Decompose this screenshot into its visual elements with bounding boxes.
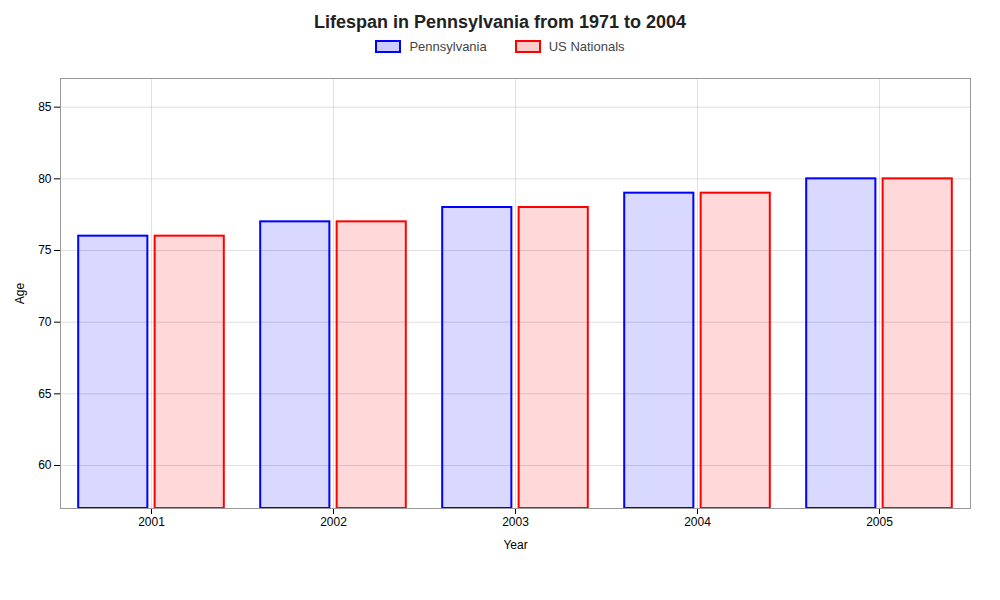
svg-text:Year: Year [503, 538, 527, 552]
html-text:US Nationals: US Nationals [548, 39, 625, 54]
svg-text:2001: 2001 [138, 515, 165, 529]
svg-text:75: 75 [38, 243, 52, 257]
svg-text:65: 65 [38, 387, 52, 401]
svg-text:85: 85 [38, 100, 52, 114]
svg-text:Age: Age [13, 283, 27, 305]
svg-text:70: 70 [38, 315, 52, 329]
svg-text:2003: 2003 [502, 515, 529, 529]
svg-text:80: 80 [38, 172, 52, 186]
svg-text:2002: 2002 [320, 515, 347, 529]
svg-text:60: 60 [38, 458, 52, 472]
svg-text:2005: 2005 [866, 515, 893, 529]
html-text:Pennsylvania: Pennsylvania [409, 39, 487, 54]
html-text:Lifespan in Pennsylvania from: Lifespan in Pennsylvania from 1971 to 20… [313, 12, 687, 32]
svg-text:2004: 2004 [684, 515, 711, 529]
